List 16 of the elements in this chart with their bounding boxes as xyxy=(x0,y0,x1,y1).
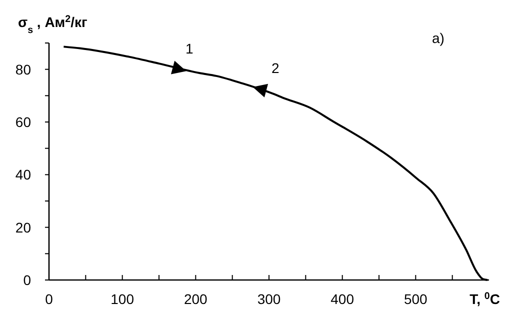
y-tick-label: 20 xyxy=(15,219,32,236)
x-tick-label: 0 xyxy=(45,291,54,307)
y-tick-label: 40 xyxy=(15,166,32,183)
x-axis-title: T, $^{0}$C xyxy=(470,290,500,307)
x-tick-label: 300 xyxy=(257,291,281,307)
annotation: 2 xyxy=(271,60,280,76)
y-axis-title: σ$_{s}$ , Ам$^{2}$/кг xyxy=(18,14,88,36)
x-tick-label: 100 xyxy=(110,291,134,307)
y-tick-label: 0 xyxy=(23,272,32,288)
x-tick-label: 400 xyxy=(330,291,354,307)
annotation: 1 xyxy=(186,40,194,56)
annotation: a) xyxy=(432,30,444,46)
x-tick-label: 200 xyxy=(184,291,208,307)
y-tick-label: 80 xyxy=(15,61,32,78)
y-tick-label: 60 xyxy=(15,114,32,130)
x-tick-label: 500 xyxy=(404,291,428,307)
